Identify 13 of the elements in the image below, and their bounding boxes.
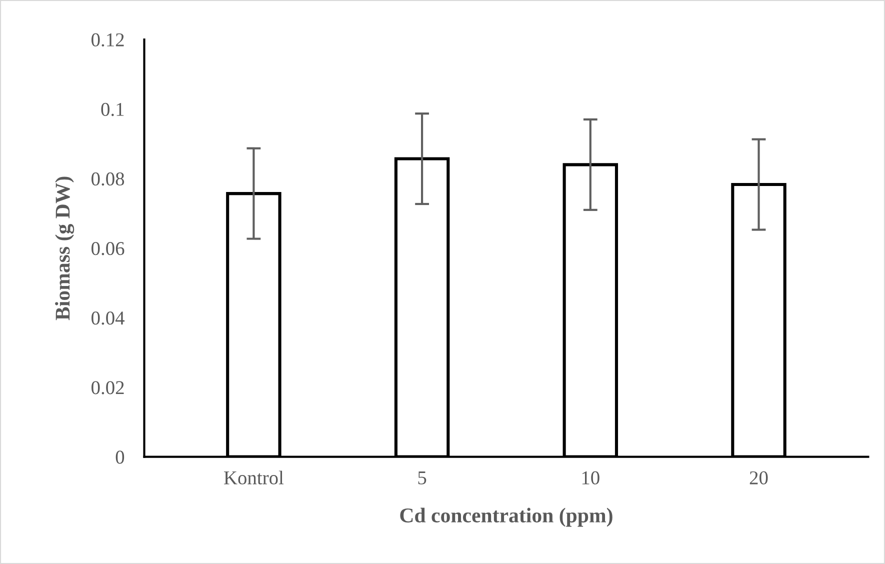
x-tick-label: 5: [418, 471, 426, 484]
y-tick-label: 0.04: [92, 312, 125, 325]
y-tick-label: 0: [116, 450, 124, 464]
x-tick-label: 10: [582, 471, 600, 484]
x-axis-title: Cd concentration (ppm): [400, 508, 612, 527]
y-tick-label: 0.02: [92, 381, 124, 394]
y-tick-label: 0.12: [92, 33, 124, 47]
x-tick-label: Kontrol: [224, 470, 284, 484]
y-tick-label: 0.08: [92, 172, 124, 186]
y-tick-label: 0.1: [101, 102, 124, 116]
y-axis-title: Biomass (g DW): [55, 176, 74, 320]
y-tick-label: 0.06: [92, 242, 124, 256]
x-tick-label: 20: [750, 471, 768, 484]
